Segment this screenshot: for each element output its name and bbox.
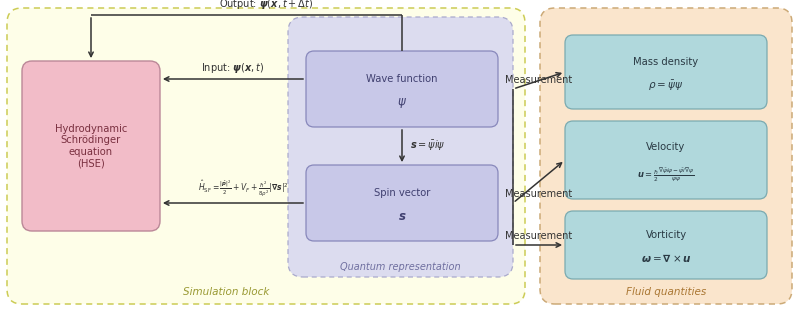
FancyBboxPatch shape: [288, 17, 513, 277]
Text: Vorticity: Vorticity: [646, 230, 686, 240]
Text: Measurement: Measurement: [506, 231, 573, 241]
FancyBboxPatch shape: [306, 165, 498, 241]
Text: $\psi$: $\psi$: [397, 96, 407, 110]
Text: Velocity: Velocity: [646, 142, 686, 152]
Text: $\boldsymbol{s} = \bar{\psi}i\psi$: $\boldsymbol{s} = \bar{\psi}i\psi$: [410, 139, 446, 153]
FancyBboxPatch shape: [540, 8, 792, 304]
Text: $\boldsymbol{u} = \frac{\hbar}{2}\frac{\nabla\bar{\psi}i\psi-\bar{\psi}i\nabla\p: $\boldsymbol{u} = \frac{\hbar}{2}\frac{\…: [638, 166, 694, 184]
Text: Measurement: Measurement: [506, 75, 573, 85]
FancyBboxPatch shape: [306, 51, 498, 127]
Text: Simulation block: Simulation block: [183, 287, 269, 297]
FancyBboxPatch shape: [565, 121, 767, 199]
Text: Wave function: Wave function: [366, 74, 438, 84]
Text: Measurement: Measurement: [506, 189, 573, 199]
Text: Input: $\boldsymbol{\psi}(\boldsymbol{x}, t)$: Input: $\boldsymbol{\psi}(\boldsymbol{x}…: [202, 61, 265, 75]
FancyBboxPatch shape: [22, 61, 160, 231]
Text: $\hat{H}_{\mathrm{SF}} = \frac{|\hat{\boldsymbol{p}}|^2}{2} + V_F + \frac{\hbar^: $\hat{H}_{\mathrm{SF}} = \frac{|\hat{\bo…: [198, 179, 288, 199]
Text: $\rho = \bar{\psi}\psi$: $\rho = \bar{\psi}\psi$: [649, 79, 683, 93]
Text: Hydrodynamic
Schrödinger
equation
(HSE): Hydrodynamic Schrödinger equation (HSE): [55, 123, 127, 168]
FancyBboxPatch shape: [7, 8, 525, 304]
FancyBboxPatch shape: [565, 35, 767, 109]
FancyBboxPatch shape: [565, 211, 767, 279]
Text: Spin vector: Spin vector: [374, 188, 430, 198]
Text: Fluid quantities: Fluid quantities: [626, 287, 706, 297]
Text: Quantum representation: Quantum representation: [340, 262, 461, 272]
Text: $\boldsymbol{\omega} = \boldsymbol{\nabla} \times \boldsymbol{u}$: $\boldsymbol{\omega} = \boldsymbol{\nabl…: [641, 252, 691, 264]
Text: Output: $\boldsymbol{\psi}(\boldsymbol{x}, t + \Delta t)$: Output: $\boldsymbol{\psi}(\boldsymbol{x…: [219, 0, 314, 11]
Text: Mass density: Mass density: [634, 57, 698, 67]
Text: $\boldsymbol{s}$: $\boldsymbol{s}$: [398, 211, 406, 224]
